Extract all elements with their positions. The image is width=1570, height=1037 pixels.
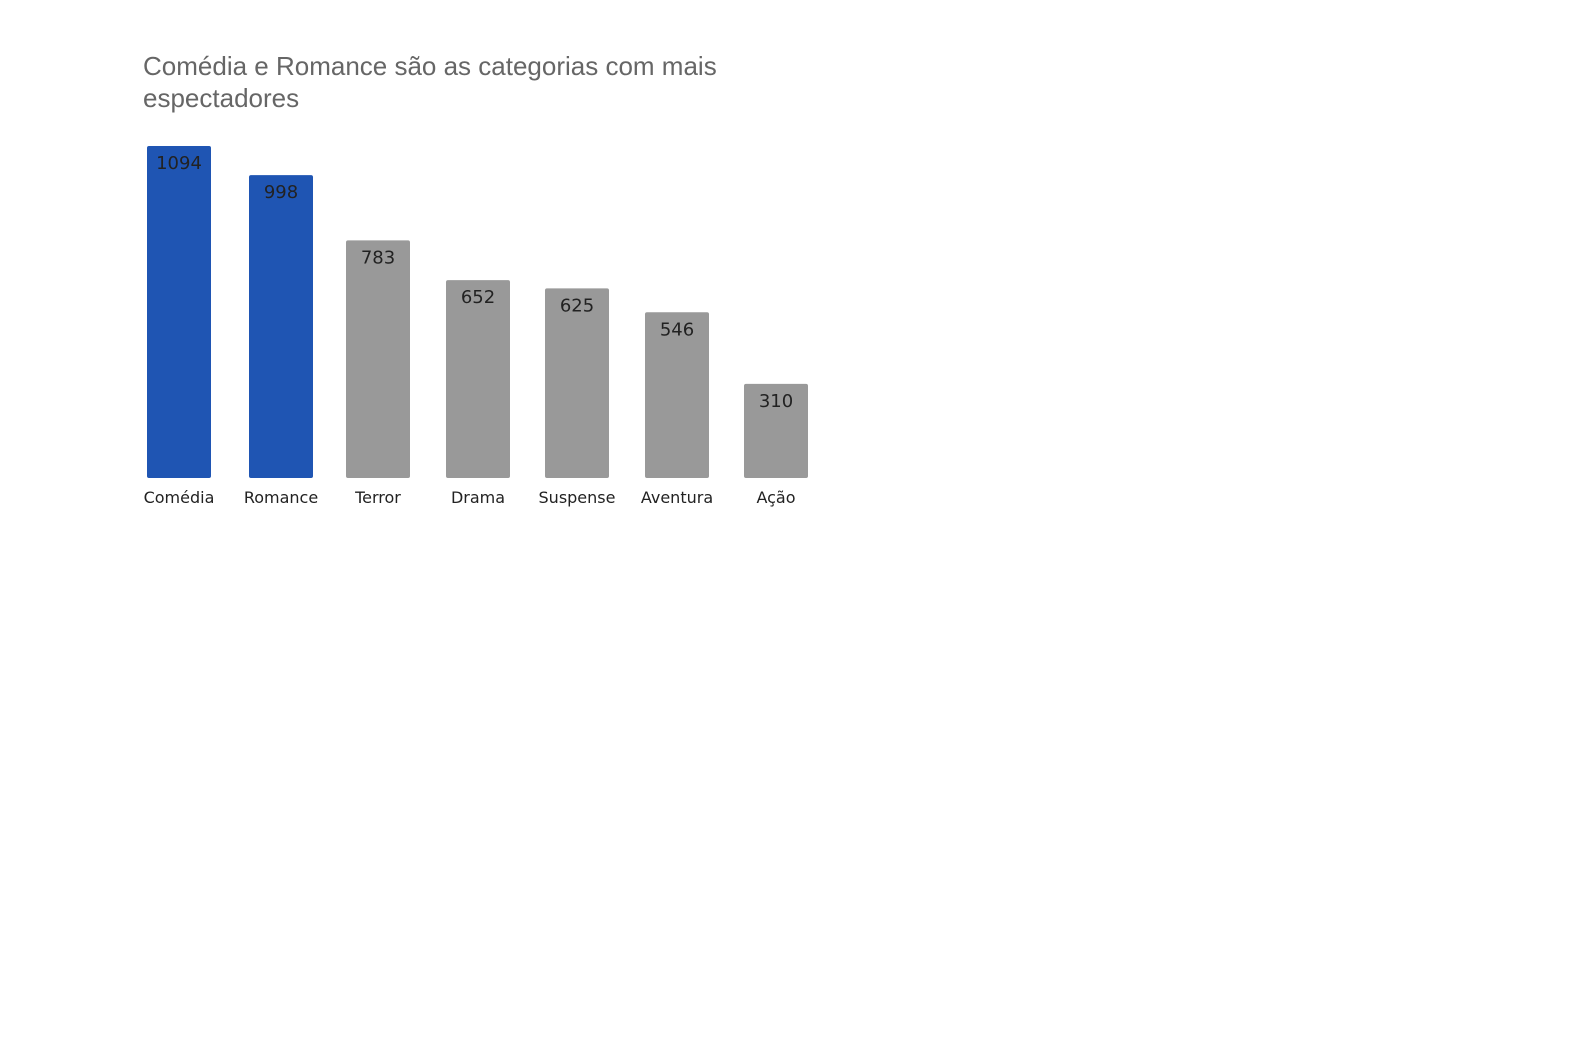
bar-ação: [744, 383, 808, 478]
category-label-romance: Romance: [244, 488, 318, 507]
category-label-aventura: Aventura: [641, 488, 713, 507]
bar-suspense: [545, 288, 609, 478]
data-label-ação: 310: [759, 391, 793, 412]
category-label-drama: Drama: [451, 488, 505, 507]
data-label-suspense: 625: [560, 295, 594, 316]
data-label-comédia: 1094: [156, 153, 202, 174]
data-label-aventura: 546: [660, 319, 694, 340]
data-label-drama: 652: [461, 287, 495, 308]
bar-drama: [446, 280, 510, 478]
bar-terror: [346, 240, 410, 478]
chart-title: Comédia e Romance são as categorias com …: [143, 51, 717, 113]
category-label-suspense: Suspense: [539, 488, 616, 507]
category-label-ação: Ação: [756, 488, 795, 507]
bar-aventura: [645, 312, 709, 478]
data-label-romance: 998: [264, 182, 298, 203]
bar-comédia: [147, 146, 211, 478]
data-label-terror: 783: [361, 247, 395, 268]
category-label-comédia: Comédia: [144, 488, 215, 507]
bar-romance: [249, 175, 313, 478]
category-label-terror: Terror: [354, 488, 401, 507]
